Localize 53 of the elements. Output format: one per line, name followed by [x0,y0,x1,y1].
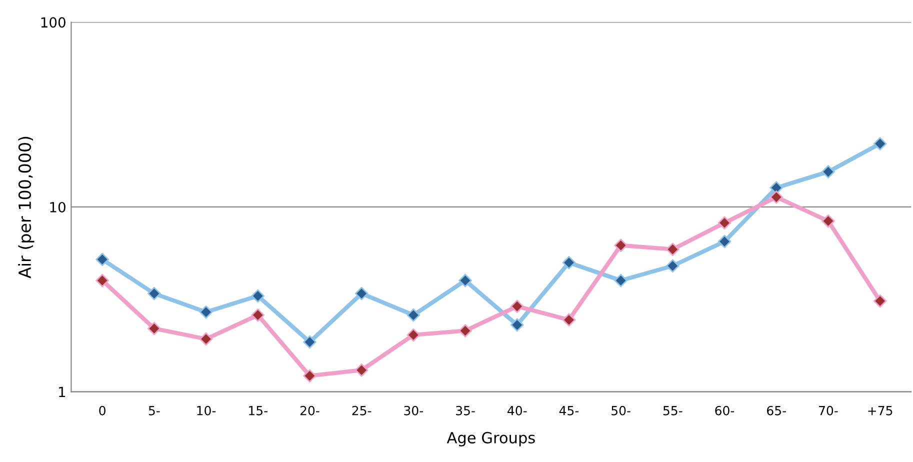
x-tick-label: 55- [663,406,682,416]
y-axis-title: Air (per 100,000) [18,136,34,278]
point [406,308,420,322]
x-tick-label: 0 [99,406,106,416]
x-tick-label: 10- [197,406,216,416]
point [458,274,472,288]
y-tick-label: 10 [50,202,66,212]
point [96,274,109,288]
point [770,181,783,194]
point [406,328,420,342]
point [354,286,368,300]
point [822,214,835,228]
x-tick-label: 60- [715,406,734,416]
x-tick-label: 30- [404,406,424,416]
point [718,216,732,230]
point [562,313,576,326]
x-tick-label: 70- [819,406,838,416]
point [614,238,628,252]
x-tick-label: 5- [148,406,160,416]
point [614,274,628,288]
point [303,369,316,382]
y-tick-label: 1 [59,386,66,398]
x-tick-label: 50- [612,406,630,416]
point [718,234,732,248]
x-tick-label: 45- [559,406,579,416]
x-tick-label: 40- [508,406,527,416]
x-tick-label: 35- [456,406,475,416]
point [458,324,472,338]
point [303,335,316,349]
x-tick-label: 25- [352,406,372,416]
point [873,137,887,150]
point [510,300,524,313]
point [96,252,109,266]
point [354,364,368,377]
point [251,289,264,303]
x-tick-label: 20- [300,406,320,416]
point [199,305,213,319]
x-tick-label: 15- [249,406,268,416]
point [770,190,783,204]
point [873,294,887,308]
x-tick-label: +75 [868,406,892,416]
point [199,332,213,346]
x-axis-title: Age Groups [446,432,535,446]
point [510,318,524,332]
point [562,256,576,270]
point [666,242,680,256]
point [148,322,161,336]
y-tick-label: 100 [41,17,66,28]
point [148,286,161,300]
point [251,308,264,322]
x-tick-label: 65- [767,406,786,416]
point [666,259,680,272]
point [822,165,835,178]
